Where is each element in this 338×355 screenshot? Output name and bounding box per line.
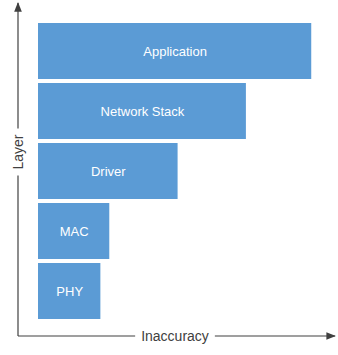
svg-text:Application: Application [143,44,207,59]
svg-text:Inaccuracy: Inaccuracy [141,328,209,344]
svg-text:MAC: MAC [60,224,89,239]
svg-text:Layer: Layer [10,134,26,169]
svg-text:PHY: PHY [56,284,83,299]
svg-text:Driver: Driver [91,164,126,179]
svg-text:Network Stack: Network Stack [101,104,185,119]
